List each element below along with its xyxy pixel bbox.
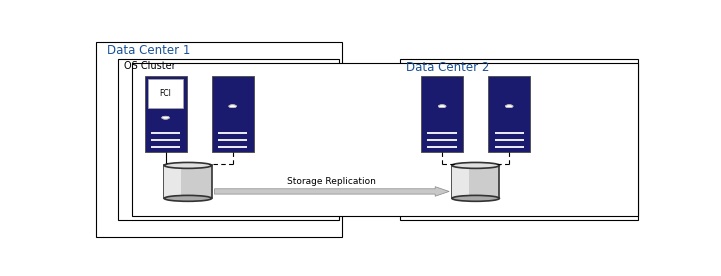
Bar [164,165,212,198]
Text: FCI: FCI [159,89,172,98]
Bar [421,76,463,152]
Ellipse shape [452,195,500,201]
Bar [488,76,530,152]
Bar [400,59,638,220]
Ellipse shape [164,163,212,168]
Bar [96,42,342,237]
Bar [145,76,187,152]
Text: Data Center 1: Data Center 1 [107,44,190,57]
Text: Storage Replication: Storage Replication [288,177,376,185]
Circle shape [505,105,513,108]
Bar [212,76,254,152]
Circle shape [162,116,169,119]
Bar [452,165,469,198]
Bar [148,79,183,108]
Bar [452,165,500,198]
Text: OS Cluster: OS Cluster [124,61,175,71]
Circle shape [229,105,236,108]
Bar [132,63,638,216]
Text: Data Center 2: Data Center 2 [406,61,490,74]
Bar [164,165,181,198]
Bar [118,59,339,220]
Ellipse shape [164,195,212,201]
FancyArrow shape [214,187,449,196]
Circle shape [438,105,446,108]
Ellipse shape [452,163,500,168]
